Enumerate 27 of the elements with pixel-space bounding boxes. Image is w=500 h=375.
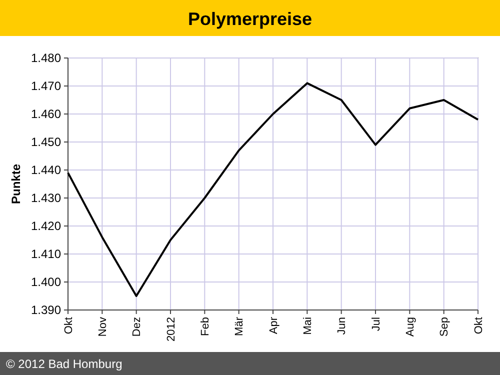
x-tick-label: Sep [438, 317, 451, 337]
y-tick-label: 1.420 [30, 219, 62, 234]
y-tick-label: 1.410 [30, 247, 62, 262]
x-tick-label: Mai [302, 317, 314, 335]
y-tick-label: 1.390 [30, 303, 62, 318]
y-tick-label: 1.470 [30, 79, 62, 94]
y-tick-label: 1.480 [30, 51, 62, 66]
x-tick-label: Dez [131, 317, 144, 337]
y-axis-title: Punkte [9, 164, 23, 204]
text: © 2012 Bad Homburg [6, 357, 122, 371]
x-tick-label: Okt [62, 317, 75, 334]
x-tick-label: Jun [336, 317, 348, 335]
x-tick-label: Jul [370, 317, 382, 332]
x-tick-label: Aug [404, 317, 417, 337]
y-tick-label: 1.440 [30, 163, 62, 178]
line-series [67, 82, 479, 297]
x-tick-label: Nov [97, 316, 110, 337]
chart-title: Polymerpreise [188, 9, 312, 29]
y-tick-label: 1.430 [30, 191, 62, 206]
x-tick-label: Okt [472, 317, 485, 334]
y-tick-label: 1.450 [30, 135, 62, 150]
x-tick-label: Apr [268, 316, 280, 334]
y-tick-label: 1.460 [30, 107, 62, 122]
y-tick-label: 1.400 [30, 275, 62, 290]
x-tick-label: Mär [234, 316, 246, 336]
x-tick-label: Feb [200, 317, 212, 336]
x-tick-label: 2012 [165, 317, 178, 342]
